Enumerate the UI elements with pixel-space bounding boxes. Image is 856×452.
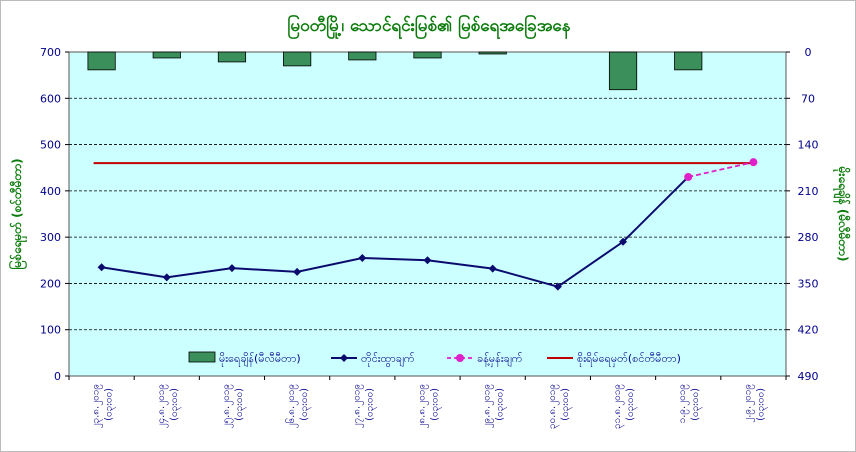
legend-swatch <box>188 351 216 363</box>
plot-area <box>68 51 787 377</box>
observed-line <box>101 176 689 288</box>
x-tick-label-date: ၁.၉.၂၀၁၉ <box>677 384 690 423</box>
x-tick-label-date: ၂၃.၈.၂၀၁၉ <box>91 384 104 428</box>
y-axis-label-left: မြစ်ရေမှတ် (စင်တီမီတာ) <box>7 158 28 269</box>
observed-point <box>553 282 562 291</box>
rainfall-bar <box>608 51 638 91</box>
x-tick-label-time: (၀၃း၀၀) <box>234 388 247 421</box>
legend-marker <box>456 354 464 362</box>
x-tick-label-time: (၀၃း၀၀) <box>690 388 703 421</box>
left-tick-label: 400 <box>40 185 61 198</box>
observed-point <box>619 237 628 246</box>
x-tick-label-time: (၀၃း၀၀) <box>364 388 377 421</box>
observed-point <box>488 264 497 273</box>
forecast-line <box>688 161 754 178</box>
right-tick-label: 210 <box>798 185 819 198</box>
y-axis-label-right: မိုးရေချိန် (မီလီမီတာ) <box>832 166 852 262</box>
x-tick-label-time: (၀၃း၀၀) <box>299 388 312 421</box>
rainfall-bar <box>283 51 312 67</box>
legend-label: မိုးရေချိန်(မီလီမီတာ) <box>219 352 301 367</box>
x-tick-label-time: (၀၃း၀၀) <box>430 388 443 421</box>
observed-point <box>97 263 106 272</box>
left-tick-label: 300 <box>40 231 61 244</box>
legend-label: စိုးရိမ်ရေမှတ်(စင်တီမီတာ) <box>577 352 681 367</box>
x-tick-label-date: ၂၄.၈.၂၀၁၉ <box>156 384 169 428</box>
x-tick-label-time: (၀၃း၀၀) <box>169 388 182 421</box>
x-tick-label-date: ၂၉.၈.၂၀၁၉ <box>482 384 495 428</box>
rainfall-bar <box>348 51 377 61</box>
x-tick-label-date: ၃၁.၈.၂၀၁၉ <box>612 384 625 429</box>
right-tick-label: 350 <box>798 277 819 290</box>
right-tick-label: 0 <box>805 46 812 59</box>
right-tick-label: 280 <box>798 231 819 244</box>
x-tick-label-time: (၀၃း၀၀) <box>495 388 508 421</box>
left-tick-label: 200 <box>40 277 61 290</box>
x-tick-label-date: ၂၈.၈.၂၀၁၉ <box>417 384 430 428</box>
x-tick-label-time: (၀၃း၀၀) <box>560 388 573 421</box>
observed-point <box>227 264 236 273</box>
right-tick-label: 70 <box>801 92 815 105</box>
rainfall-bar <box>674 51 703 71</box>
x-tick-label-date: ၂၇.၈.၂၀၁၉ <box>351 384 364 428</box>
x-tick-label-date: ၂၅.၈.၂၀၁၉ <box>221 384 234 428</box>
left-tick-label: 100 <box>40 324 61 337</box>
left-tick-label: 0 <box>54 370 61 383</box>
observed-point <box>358 253 367 262</box>
x-tick-label-time: (၀၃း၀၀) <box>625 388 638 421</box>
rainfall-bar <box>478 51 507 55</box>
left-tick-label: 700 <box>40 46 61 59</box>
observed-point <box>162 273 171 282</box>
x-tick-label-date: ၂၆.၈.၂၀၁၉ <box>284 384 299 428</box>
forecast-point <box>684 172 693 181</box>
rainfall-bar <box>87 51 116 71</box>
left-tick-label: 600 <box>40 92 61 105</box>
rainfall-bar <box>217 51 247 63</box>
forecast-point <box>749 158 758 167</box>
rainfall-bar <box>413 51 442 59</box>
legend-label: ခန့်မှန်းချက် <box>477 352 523 367</box>
observed-point <box>423 256 432 265</box>
legend-marker <box>340 354 348 362</box>
legend-label: တိုင်းထွာချက် <box>361 352 415 367</box>
chart-title: မြဝတီမြို့၊ သောင်ရင်းမြစ်၏ မြစ်ရေအခြေအနေ <box>287 16 571 36</box>
right-tick-label: 140 <box>798 139 819 152</box>
observed-point <box>293 267 302 276</box>
x-tick-label-time: (၀၃း၀၀) <box>755 388 768 421</box>
rainfall-bar <box>152 51 181 59</box>
x-tick-label-date: ၂.၉.၂၀၁၉ <box>742 384 755 423</box>
right-tick-label: 490 <box>798 370 819 383</box>
x-tick-label-date: ၃၀.၈.၂၀၁၉ <box>547 384 560 429</box>
left-tick-label: 500 <box>40 139 61 152</box>
right-tick-label: 420 <box>798 324 819 337</box>
x-tick-label-time: (၀၃း၀၀) <box>104 388 117 421</box>
